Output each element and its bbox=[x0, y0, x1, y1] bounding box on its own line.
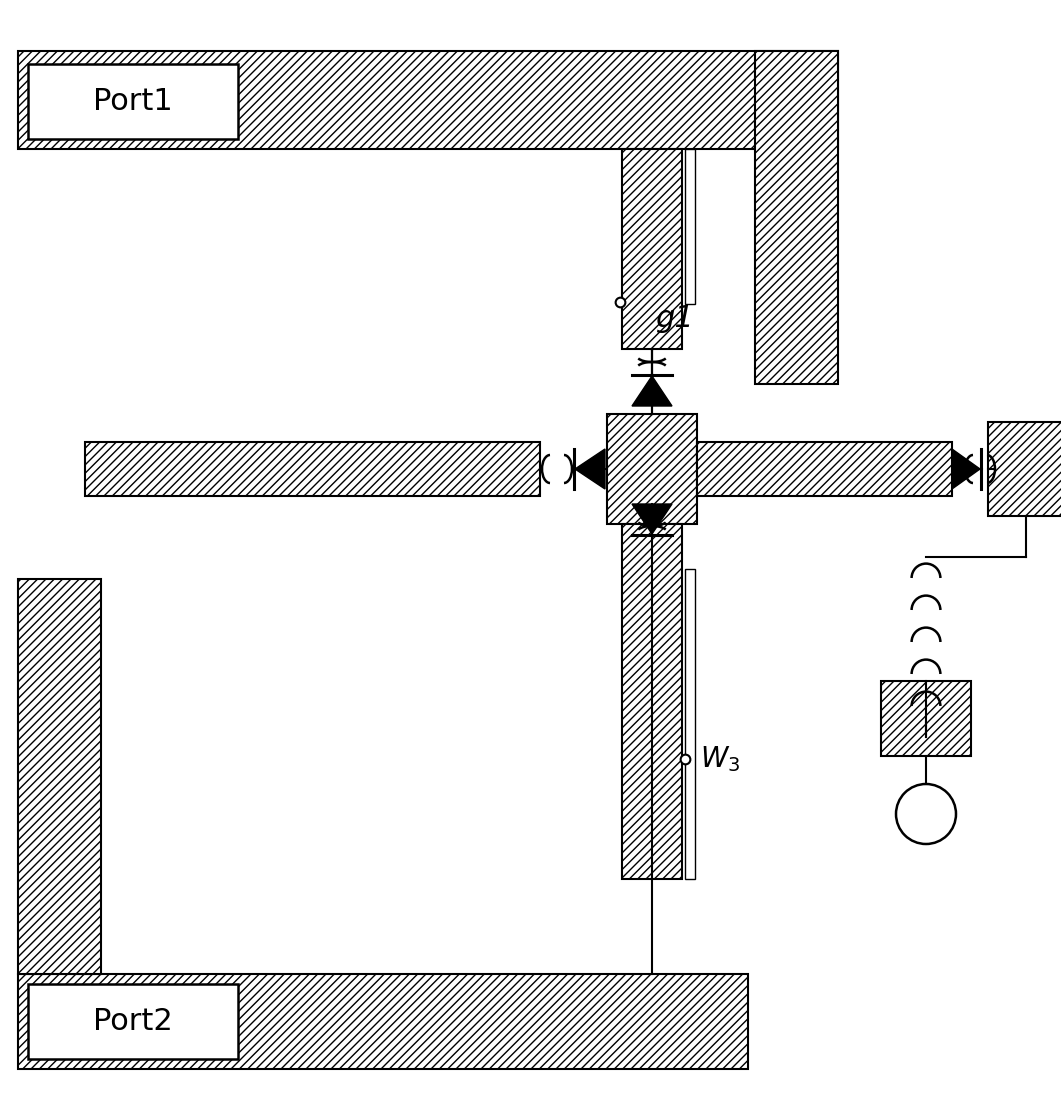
Bar bbox=[881, 681, 971, 756]
Bar bbox=[28, 984, 238, 1059]
Polygon shape bbox=[632, 505, 672, 534]
Text: $W_3$: $W_3$ bbox=[700, 744, 741, 774]
Bar bbox=[85, 442, 540, 496]
Bar bbox=[622, 524, 682, 879]
Circle shape bbox=[895, 784, 956, 843]
Text: Port1: Port1 bbox=[93, 87, 173, 116]
Bar bbox=[988, 422, 1061, 516]
Bar bbox=[697, 442, 952, 496]
Bar bbox=[755, 51, 838, 384]
Text: Port2: Port2 bbox=[93, 1007, 173, 1036]
Polygon shape bbox=[632, 376, 672, 406]
Bar bbox=[607, 414, 697, 524]
Polygon shape bbox=[575, 449, 605, 489]
Bar bbox=[685, 569, 695, 879]
Bar bbox=[18, 578, 101, 974]
Bar bbox=[18, 51, 838, 149]
Polygon shape bbox=[952, 449, 980, 489]
Text: g1: g1 bbox=[655, 305, 694, 333]
Bar bbox=[622, 149, 682, 349]
Bar bbox=[685, 149, 695, 304]
Bar bbox=[28, 64, 238, 139]
Bar bbox=[18, 974, 748, 1069]
